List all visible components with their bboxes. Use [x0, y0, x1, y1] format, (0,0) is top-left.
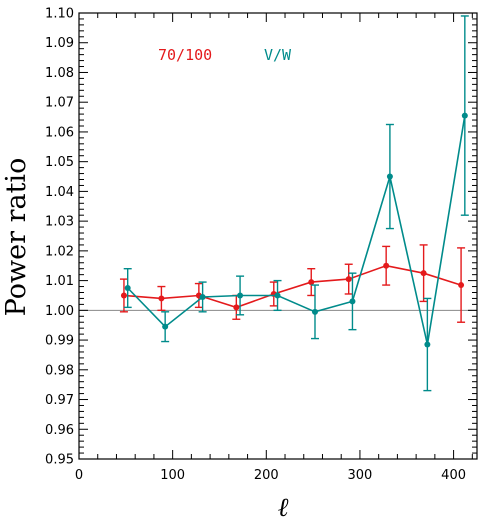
legend: 70/100 V/W: [158, 46, 292, 64]
data-point: [311, 308, 318, 315]
data-point: [162, 323, 169, 330]
y-tick-label: 0.97: [45, 393, 74, 408]
data-point: [458, 282, 465, 289]
series-group: [119, 15, 469, 392]
series-line-1: [127, 115, 466, 345]
y-tick-label: 1.08: [45, 66, 74, 81]
y-tick-label: 0.99: [45, 334, 74, 349]
data-point: [461, 112, 468, 119]
data-point: [274, 292, 281, 299]
y-tick-label: 1.07: [45, 96, 74, 111]
y-tick-label: 0.95: [45, 453, 74, 468]
y-tick-label: 1.03: [45, 215, 74, 230]
x-tick-label: 100: [160, 468, 185, 483]
series-0: [119, 244, 466, 323]
x-axis-title: ℓ: [278, 493, 289, 523]
data-point: [386, 173, 393, 180]
y-tick-label: 1.05: [45, 155, 74, 170]
series-line-0: [123, 264, 462, 309]
data-point: [308, 279, 315, 286]
x-tick-label: 200: [254, 468, 279, 483]
y-tick-label: 1.01: [45, 274, 74, 289]
y-tick-label: 0.96: [45, 423, 74, 438]
data-point: [237, 292, 244, 299]
y-tick-label: 1.09: [45, 36, 74, 51]
y-tick-label: 1.06: [45, 125, 74, 140]
data-point: [199, 293, 206, 300]
legend-label-v-w: V/W: [264, 46, 292, 64]
plot-frame: [78, 12, 478, 460]
y-axis-title: Power ratio: [1, 158, 32, 317]
y-tick-label: 0.98: [45, 363, 74, 378]
plot-layer: [79, 15, 477, 392]
data-point: [345, 276, 352, 283]
y-tick-label: 1.02: [45, 244, 74, 259]
data-point: [349, 298, 356, 305]
x-tick-label: 0: [75, 468, 83, 483]
data-point: [124, 285, 131, 292]
data-point: [158, 295, 165, 302]
x-tick-label: 300: [348, 468, 373, 483]
data-point: [120, 292, 127, 299]
x-tick-label: 400: [441, 468, 466, 483]
y-tick-label: 1.04: [45, 185, 74, 200]
y-tick-label: 1.10: [45, 7, 74, 22]
data-point: [424, 341, 431, 348]
y-tick-label: 1.00: [45, 304, 74, 319]
axes-layer: 0 100 200 300 400 0.95 0.96 0.97 0.98 0.99 1.00 1.0…: [45, 7, 478, 483]
data-point: [233, 304, 240, 311]
series-1: [123, 15, 469, 392]
legend-label-70-100: 70/100: [158, 46, 212, 64]
data-point: [383, 262, 390, 269]
data-point: [420, 270, 427, 277]
